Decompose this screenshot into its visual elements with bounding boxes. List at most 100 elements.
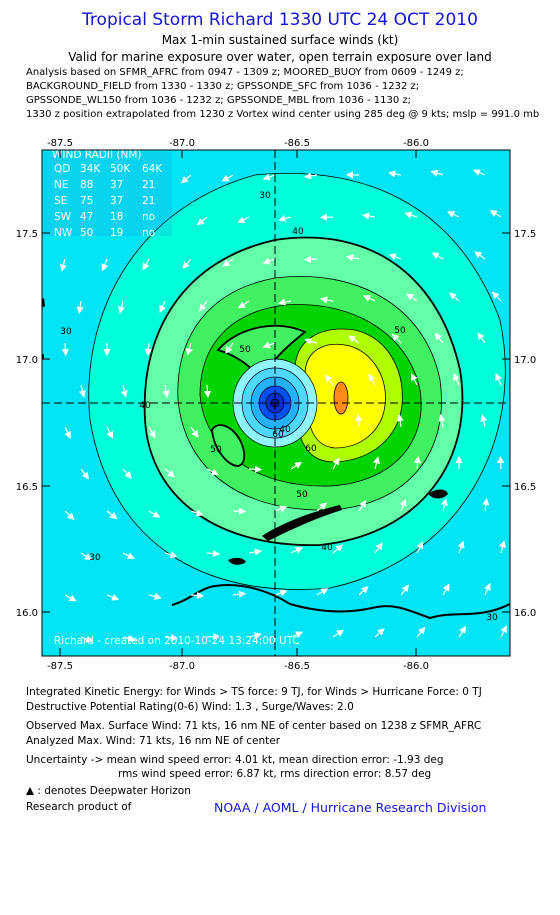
lon-label-top: -87.5 — [47, 138, 73, 149]
contour-labels: 40 30 50 50 60 60 50 40 30 30 50 40 30 40 — [60, 191, 498, 623]
wind-arrow — [438, 414, 446, 428]
lat-label-left: 16.0 — [16, 608, 38, 619]
contour-label: 50 — [239, 345, 251, 355]
wind-radii-cell: 19 — [110, 227, 123, 239]
wind-arrow — [453, 373, 460, 386]
wind-arrow — [447, 211, 460, 218]
land-utila — [228, 557, 246, 565]
lat-label-left: 17.5 — [16, 229, 38, 240]
wind-arrow — [162, 384, 170, 398]
land-guanaja — [428, 489, 448, 499]
wind-contour-field: 40 30 50 50 60 60 50 40 30 30 50 40 30 40 WIND RADII … — [42, 150, 510, 656]
wind-arrow — [206, 468, 219, 475]
wind-arrow — [64, 594, 77, 602]
wind-radii-cell: NW — [54, 227, 73, 239]
wind-arrow — [416, 541, 424, 554]
observed-max-line: Observed Max. Surface Wind: 71 kts, 16 n… — [26, 720, 482, 732]
wind-arrow — [434, 332, 444, 344]
wind-arrow — [498, 540, 506, 554]
wind-arrow — [274, 589, 288, 597]
wind-radii-cell: 18 — [110, 211, 123, 223]
wind-arrow — [144, 342, 152, 357]
wind-arrow — [221, 174, 234, 182]
plot-frame — [41, 149, 511, 657]
analysis-line-4: 1330 z position extrapolated from 1230 z… — [26, 109, 540, 120]
wind-arrow — [477, 332, 486, 344]
wind-arrow — [78, 384, 86, 398]
wind-arrow — [180, 174, 192, 184]
wind-arrow — [290, 461, 303, 470]
wind-arrow — [457, 540, 465, 554]
wind-arrow — [190, 426, 199, 438]
analysis-line-1: Analysis based on SFMR_AFRC from 0947 - … — [26, 67, 464, 78]
wind-arrow — [400, 584, 410, 596]
wind-arrow — [500, 625, 507, 638]
wind-arrow — [262, 341, 276, 349]
wind-band-50-sw — [211, 424, 246, 467]
contour-label: 30 — [89, 553, 101, 563]
lon-label-top: -86.5 — [284, 138, 310, 149]
wind-arrow — [325, 374, 334, 386]
analysis-line-2: BACKGROUND_FIELD from 1330 - 1330 z; GPS… — [26, 81, 420, 92]
wind-arrow — [491, 291, 502, 302]
wind-arrow — [358, 586, 369, 596]
axis-ticks — [42, 150, 510, 656]
wind-arrow — [76, 300, 84, 315]
noaa-aoml-link[interactable]: NOAA / AOML / Hurricane Research Divisio… — [214, 800, 487, 815]
wind-arrow — [64, 426, 71, 439]
wind-arrow — [199, 300, 208, 312]
wind-arrow — [482, 497, 490, 512]
wind-radii-cell: 50K — [110, 163, 131, 175]
wind-arrow — [358, 499, 367, 512]
contour-label: 60 — [305, 444, 317, 454]
wind-arrow — [316, 588, 329, 596]
wind-arrow — [142, 258, 150, 271]
wind-radii-cell: 37 — [110, 179, 123, 191]
wind-arrow — [449, 292, 460, 302]
wind-arrow — [346, 254, 360, 262]
wind-arrow — [164, 634, 179, 642]
lat-label-right: 16.5 — [514, 482, 536, 493]
wind-arrow — [248, 632, 262, 640]
wind-arrow — [332, 544, 344, 554]
lat-label-right: 16.0 — [514, 608, 536, 619]
wind-radii-cell: SW — [54, 211, 72, 223]
deepwater-horizon-icon — [26, 787, 34, 795]
lon-label-top: -87.0 — [169, 138, 195, 149]
wind-arrow — [80, 552, 93, 561]
wind-radii-cell: 21 — [142, 179, 155, 191]
analyzed-max-line: Analyzed Max. Wind: 71 kts, 16 nm NE of … — [26, 735, 281, 747]
dpr-line: Destructive Potential Rating(0-6) Wind: … — [26, 701, 354, 713]
wind-radii-table: QD 34K 50K 64K NE 88 37 21 SE 75 37 21 SW 47 18 no NW 50 1… — [54, 163, 163, 239]
wind-radii-backdrop — [44, 152, 172, 236]
wind-arrow — [290, 631, 304, 638]
wind-arrow — [374, 628, 385, 638]
wind-arrow — [404, 211, 418, 219]
contour-label: 30 — [486, 613, 498, 623]
wind-arrow — [159, 300, 166, 314]
wind-arrow — [182, 258, 192, 270]
wind-arrow — [225, 342, 234, 354]
analysis-line-3: GPSSONDE_WL150 from 1036 - 1232 z; GPSSO… — [26, 95, 412, 106]
research-label: Research product of — [26, 801, 132, 813]
wind-arrow — [484, 582, 491, 596]
wind-arrow — [355, 413, 363, 428]
wind-arrow — [458, 625, 467, 638]
map-title: Tropical Storm Richard 1330 UTC 24 OCT 2… — [82, 10, 478, 30]
wind-arrow — [237, 216, 250, 224]
wind-arrow — [148, 592, 162, 600]
wind-radii-cell: 34K — [80, 163, 101, 175]
wind-arrow — [430, 169, 444, 177]
wind-arrow — [489, 210, 502, 218]
wind-radii-cell: QD — [54, 163, 70, 175]
lon-label-top: -86.0 — [403, 138, 429, 149]
contour-label: 30 — [60, 327, 72, 337]
contour-label: 40 — [292, 227, 304, 237]
wind-radii-cell: 47 — [80, 211, 93, 223]
uncertainty-line-2: rms wind speed error: 6.87 kt, rms direc… — [118, 768, 432, 780]
lon-label-bottom: -87.5 — [47, 661, 73, 672]
lon-label-bottom: -87.0 — [169, 661, 195, 672]
wind-arrow — [274, 505, 288, 513]
contour-label: 40 — [279, 425, 291, 435]
lon-label-bottom: -86.5 — [284, 661, 310, 672]
